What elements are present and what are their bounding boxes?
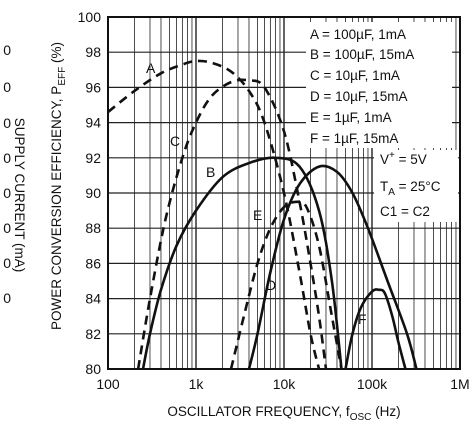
legend-entry-c: C = 10µF, 1mA: [310, 68, 400, 83]
y-tick-label: 86: [85, 255, 101, 271]
legend-entry-e: E = 1µF, 1mA: [310, 110, 392, 125]
curve-label-a: A: [146, 60, 156, 76]
curve-b: [141, 156, 343, 370]
condition-ta-sub: A: [388, 187, 395, 198]
curve-label-d: D: [266, 277, 276, 293]
condition-vplus-sup: +: [389, 150, 395, 161]
y-axis-title: POWER CONVERSION EFFICIENCY, PEFF (%): [49, 42, 68, 330]
test-conditions: V+ = 5V TA = 25°C C1 = C2: [380, 150, 441, 219]
plot-frame: [107, 16, 461, 370]
x-tick-label: 100k: [357, 376, 388, 392]
right-axis-tick-label: 0: [3, 290, 11, 306]
conditions-box: [374, 150, 458, 222]
right-axis-title: SUPPLY CURRENT (mA): [12, 118, 27, 273]
legend-entry-a: A = 100µF, 1mA: [310, 27, 406, 42]
curve-a: [107, 59, 321, 370]
y-axis-title-unit: (%): [49, 42, 64, 67]
curve-e: [229, 200, 343, 370]
condition-ta: TA = 25°C: [380, 179, 441, 198]
legend-entry-f: F = 1µF, 15mA: [310, 131, 398, 146]
curve-label-c: C: [170, 133, 180, 149]
condition-caps: C1 = C2: [380, 204, 430, 219]
legend-entry-d: D = 10µF, 15mA: [310, 89, 407, 104]
curve-label-b: B: [206, 164, 215, 180]
y-tick-label: 96: [85, 79, 101, 95]
x-axis-title: OSCILLATOR FREQUENCY, fOSC (Hz): [167, 404, 400, 423]
y-axis-title-sub: EFF: [57, 67, 68, 86]
x-tick-label: 10k: [273, 376, 297, 392]
curve-label-f: F: [358, 311, 367, 327]
right-axis-tick-label: 0: [3, 255, 11, 271]
y-tick-label: 100: [78, 9, 102, 25]
right-axis-tick-label: 0: [3, 115, 11, 131]
y-tick-label: 94: [85, 115, 101, 131]
curve-f: [344, 288, 407, 370]
y-tick-label: 90: [85, 185, 101, 201]
right-axis-tick-label: 0: [3, 42, 11, 58]
y-tick-label: 80: [85, 361, 101, 377]
right-axis-tick-label: 0: [3, 185, 11, 201]
x-axis-title-unit: (Hz): [371, 404, 400, 419]
condition-ta-main: T: [380, 179, 388, 194]
right-axis-tick-label: 0: [3, 150, 11, 166]
legend-box: [306, 22, 452, 148]
tick-labels: 100 1k 10k 100k 1M 80 82 84 86 88 90 92 94 96 98 100 0 0 0…: [3, 9, 470, 392]
y-tick-label: 84: [85, 291, 101, 307]
curve-d: [247, 164, 418, 370]
right-axis-tick-label: 0: [3, 220, 11, 236]
curve-label-e: E: [253, 207, 262, 223]
y-tick-label: 98: [85, 44, 101, 60]
right-axis-tick-label: 0: [3, 79, 11, 95]
x-axis-title-sub: OSC: [350, 412, 372, 423]
y-tick-label: 92: [85, 150, 101, 166]
condition-vplus: V+ = 5V: [380, 150, 427, 167]
condition-vplus-rest: = 5V: [395, 152, 427, 167]
series-curves: [107, 59, 418, 370]
curve-c: [136, 78, 328, 370]
condition-vplus-main: V: [380, 152, 389, 167]
x-tick-label: 1k: [189, 376, 205, 392]
x-axis-title-main: OSCILLATOR FREQUENCY, f: [167, 404, 350, 419]
x-tick-label: 1M: [450, 376, 469, 392]
y-axis-title-main: POWER CONVERSION EFFICIENCY, P: [49, 86, 64, 330]
y-tick-label: 88: [85, 220, 101, 236]
y-tick-label: 82: [85, 326, 101, 342]
legend-entry-b: B = 100µF, 15mA: [310, 47, 414, 62]
legend: A = 100µF, 1mA B = 100µF, 15mA C = 10µF,…: [310, 27, 414, 146]
x-tick-label: 100: [96, 376, 120, 392]
condition-ta-rest: = 25°C: [395, 179, 441, 194]
